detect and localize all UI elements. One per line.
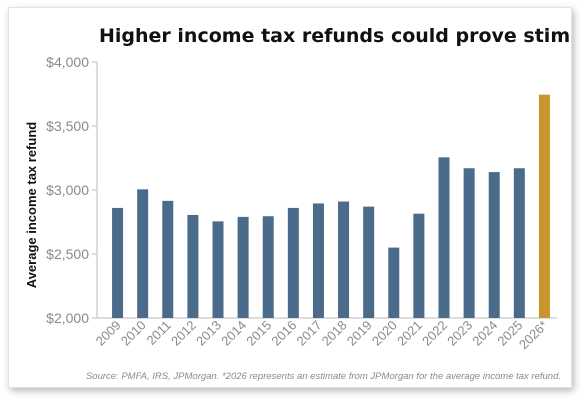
x-tick-label: 2009 bbox=[93, 318, 124, 349]
chart-title: Higher income tax refunds could prove st… bbox=[99, 25, 571, 47]
y-tick-label: $2,500 bbox=[46, 246, 89, 262]
x-tick-label: 2022 bbox=[419, 318, 450, 349]
bar-2019 bbox=[363, 206, 375, 318]
x-tick-label: 2016 bbox=[268, 318, 299, 349]
x-tick-label: 2021 bbox=[394, 318, 425, 349]
x-tick-label: 2012 bbox=[168, 318, 199, 349]
x-tick-label: 2026* bbox=[516, 318, 551, 353]
bar-2009 bbox=[112, 207, 124, 318]
x-tick-label: 2014 bbox=[218, 318, 249, 349]
bars bbox=[112, 94, 550, 318]
x-tick-label: 2019 bbox=[344, 318, 375, 349]
bar-2012 bbox=[187, 214, 199, 318]
bar-2014 bbox=[237, 216, 249, 318]
x-tick-label: 2013 bbox=[193, 318, 224, 349]
bar-2016 bbox=[287, 207, 299, 318]
bar-2013 bbox=[212, 221, 224, 318]
bar-2020 bbox=[388, 247, 400, 318]
bar-2026-estimate bbox=[538, 94, 550, 318]
x-tick-label: 2010 bbox=[118, 318, 149, 349]
x-tick-label: 2018 bbox=[319, 318, 350, 349]
x-tick-label: 2024 bbox=[469, 318, 500, 349]
bar-2017 bbox=[312, 203, 324, 318]
y-axis-label: Average income tax refund bbox=[24, 122, 39, 288]
y-tick-label: $3,000 bbox=[46, 182, 89, 198]
bar-chart: Higher income tax refunds could prove st… bbox=[24, 25, 571, 382]
x-tick-label: 2015 bbox=[243, 318, 274, 349]
y-tick-label: $3,500 bbox=[46, 118, 89, 134]
x-tick-label: 2011 bbox=[144, 318, 174, 348]
x-tick-label: 2020 bbox=[369, 318, 400, 349]
source-note: Source: PMFA, IRS, JPMorgan. *2026 repre… bbox=[86, 371, 561, 382]
bar-2024 bbox=[488, 172, 500, 318]
bar-2021 bbox=[413, 213, 425, 318]
bar-2015 bbox=[262, 216, 274, 318]
bar-2011 bbox=[162, 200, 174, 318]
y-axis: $2,000 $2,500 $3,000 $3,500 $4,000 bbox=[46, 54, 97, 326]
bar-2022 bbox=[438, 157, 450, 318]
y-tick-label: $2,000 bbox=[46, 310, 89, 326]
y-tick-label: $4,000 bbox=[46, 54, 89, 70]
x-tick-label: 2017 bbox=[294, 318, 325, 349]
chart-card: Higher income tax refunds could prove st… bbox=[8, 7, 572, 388]
bar-2018 bbox=[338, 201, 350, 318]
bar-2025 bbox=[513, 168, 525, 318]
x-axis: 2009201020112012201320142015201620172018… bbox=[93, 318, 551, 353]
x-tick-label: 2023 bbox=[444, 318, 475, 349]
bar-2023 bbox=[463, 168, 475, 318]
bar-2010 bbox=[137, 189, 149, 318]
